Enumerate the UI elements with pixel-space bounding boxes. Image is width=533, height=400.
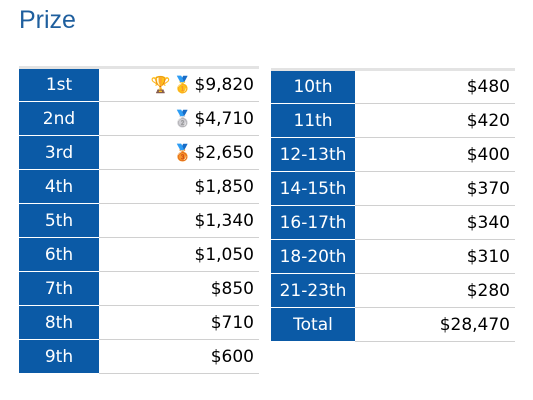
prize-amount: $280	[466, 280, 510, 301]
prize-amount: $28,470	[439, 314, 510, 335]
rank-label: 4th	[19, 169, 99, 204]
prize-amount-cell: $340	[355, 205, 515, 240]
table-row: 14-15th $370	[271, 171, 515, 206]
table-row: 6th $1,050	[19, 237, 259, 272]
rank-label: 1st	[19, 67, 99, 102]
prize-amount-cell: $480	[355, 69, 515, 104]
rank-label: 2nd	[19, 101, 99, 136]
page-title: Prize	[19, 6, 76, 34]
prize-amount-cell: $420	[355, 103, 515, 138]
prize-amount-cell: $310	[355, 239, 515, 274]
rank-label: 12-13th	[271, 137, 355, 172]
prize-amount: $850	[210, 278, 254, 299]
table-row: 1st 🏆 🥇 $9,820	[19, 67, 259, 102]
prize-amount: $1,050	[194, 244, 254, 265]
prize-amount: $600	[210, 346, 254, 367]
prize-amount: $9,820	[194, 75, 254, 95]
prize-amount-cell: $600	[99, 339, 259, 374]
rank-label: 8th	[19, 305, 99, 340]
prize-amount-cell: $1,050	[99, 237, 259, 272]
table-row: 3rd 🥉 $2,650	[19, 135, 259, 170]
prize-amount: $420	[466, 110, 510, 131]
table-row: 7th $850	[19, 271, 259, 306]
table-row: 18-20th $310	[271, 239, 515, 274]
rank-label: 16-17th	[271, 205, 355, 240]
rank-label: 3rd	[19, 135, 99, 170]
prize-amount-cell: 🏆 🥇 $9,820	[99, 67, 259, 102]
prize-amount-cell: 🥉 $2,650	[99, 135, 259, 170]
prize-amount-cell: $370	[355, 171, 515, 206]
bronze-medal-icon: 🥉	[172, 142, 193, 162]
prize-amount: $340	[466, 212, 510, 233]
prize-amount: $4,710	[194, 108, 254, 129]
prize-amount-cell: $710	[99, 305, 259, 340]
prize-amount-cell: $1,850	[99, 169, 259, 204]
table-row: 21-23th $280	[271, 273, 515, 308]
table-row: Total $28,470	[271, 307, 515, 342]
prize-amount-cell: $850	[99, 271, 259, 306]
prize-amount: $370	[466, 178, 510, 199]
rank-label: 11th	[271, 103, 355, 138]
table-row: 5th $1,340	[19, 203, 259, 238]
prize-amount: $1,340	[194, 210, 254, 231]
table-row: 4th $1,850	[19, 169, 259, 204]
table-row: 16-17th $340	[271, 205, 515, 240]
silver-medal-icon: 🥈	[172, 108, 193, 128]
prize-amount: $480	[466, 77, 510, 97]
rank-label: 21-23th	[271, 273, 355, 308]
rank-label: Total	[271, 307, 355, 342]
table-row: 12-13th $400	[271, 137, 515, 172]
rank-label: 5th	[19, 203, 99, 238]
trophy-icon: 🏆	[150, 75, 171, 94]
gold-medal-icon: 🥇	[172, 75, 193, 94]
prize-amount-cell: $400	[355, 137, 515, 172]
table-row: 11th $420	[271, 103, 515, 138]
prize-amount: $1,850	[194, 176, 254, 197]
table-row: 2nd 🥈 $4,710	[19, 101, 259, 136]
prize-amount-cell: $1,340	[99, 203, 259, 238]
rank-label: 14-15th	[271, 171, 355, 206]
prize-table-left: 1st 🏆 🥇 $9,820 2nd 🥈 $4,710 3rd 🥉 $2,650 4th $1,850…	[19, 66, 259, 374]
prize-amount-cell: $280	[355, 273, 515, 308]
prize-table-right: 10th $480 11th $420 12-13th $400 14-15th $370 16…	[271, 68, 515, 342]
table-row: 8th $710	[19, 305, 259, 340]
rank-label: 7th	[19, 271, 99, 306]
prize-amount: $2,650	[194, 142, 254, 163]
rank-label: 10th	[271, 69, 355, 104]
rank-label: 18-20th	[271, 239, 355, 274]
rank-label: 9th	[19, 339, 99, 374]
prize-amount-cell: $28,470	[355, 307, 515, 342]
table-row: 10th $480	[271, 69, 515, 104]
table-row: 9th $600	[19, 339, 259, 374]
prize-amount: $400	[466, 144, 510, 165]
prize-amount-cell: 🥈 $4,710	[99, 101, 259, 136]
prize-amount: $710	[210, 312, 254, 333]
rank-label: 6th	[19, 237, 99, 272]
prize-amount: $310	[466, 246, 510, 267]
